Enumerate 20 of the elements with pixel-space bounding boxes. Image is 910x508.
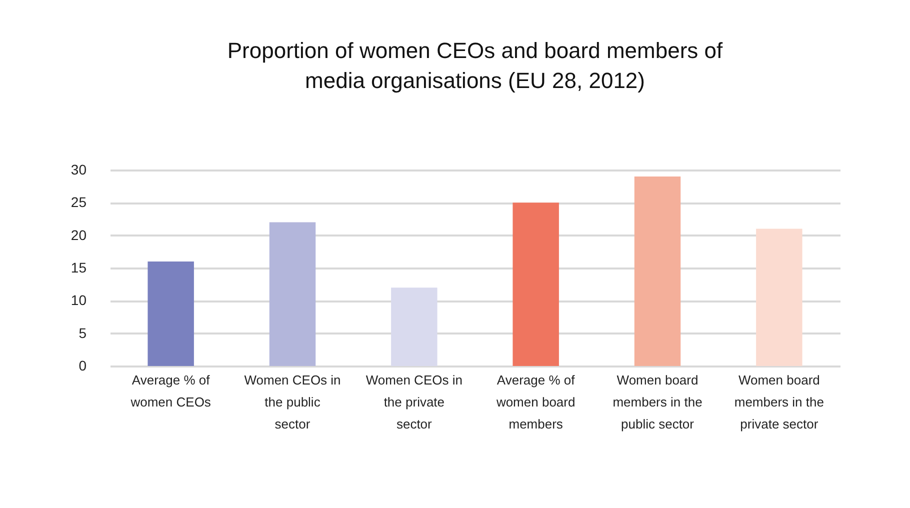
- x-tick-label: Women CEOs in the private sector: [366, 372, 462, 432]
- x-tick-label: Average % of women board members: [495, 372, 576, 432]
- y-tick-label: 10: [70, 292, 87, 308]
- x-tick-label: Women board members in the private sector: [734, 372, 824, 432]
- y-tick-label: 30: [70, 162, 87, 178]
- y-tick-label: 25: [70, 194, 87, 210]
- bar: [512, 202, 559, 366]
- bar: [634, 176, 681, 366]
- chart-title: Proportion of women CEOs and board members of media organisations (EU 28, 2012): [227, 38, 724, 93]
- y-tick-label: 5: [78, 324, 87, 341]
- bar: [391, 288, 438, 366]
- x-tick-label: Women CEOs in the public sector: [244, 372, 341, 432]
- x-tick-label: Average % of women CEOs: [130, 372, 212, 410]
- bar: [756, 228, 802, 366]
- x-tick-label: Women board members in the public sector: [612, 372, 702, 432]
- y-tick-label: 15: [70, 260, 87, 276]
- bar: [148, 261, 194, 366]
- y-tick-label: 0: [78, 358, 87, 374]
- bar: [269, 222, 316, 366]
- y-tick-label: 20: [70, 226, 87, 243]
